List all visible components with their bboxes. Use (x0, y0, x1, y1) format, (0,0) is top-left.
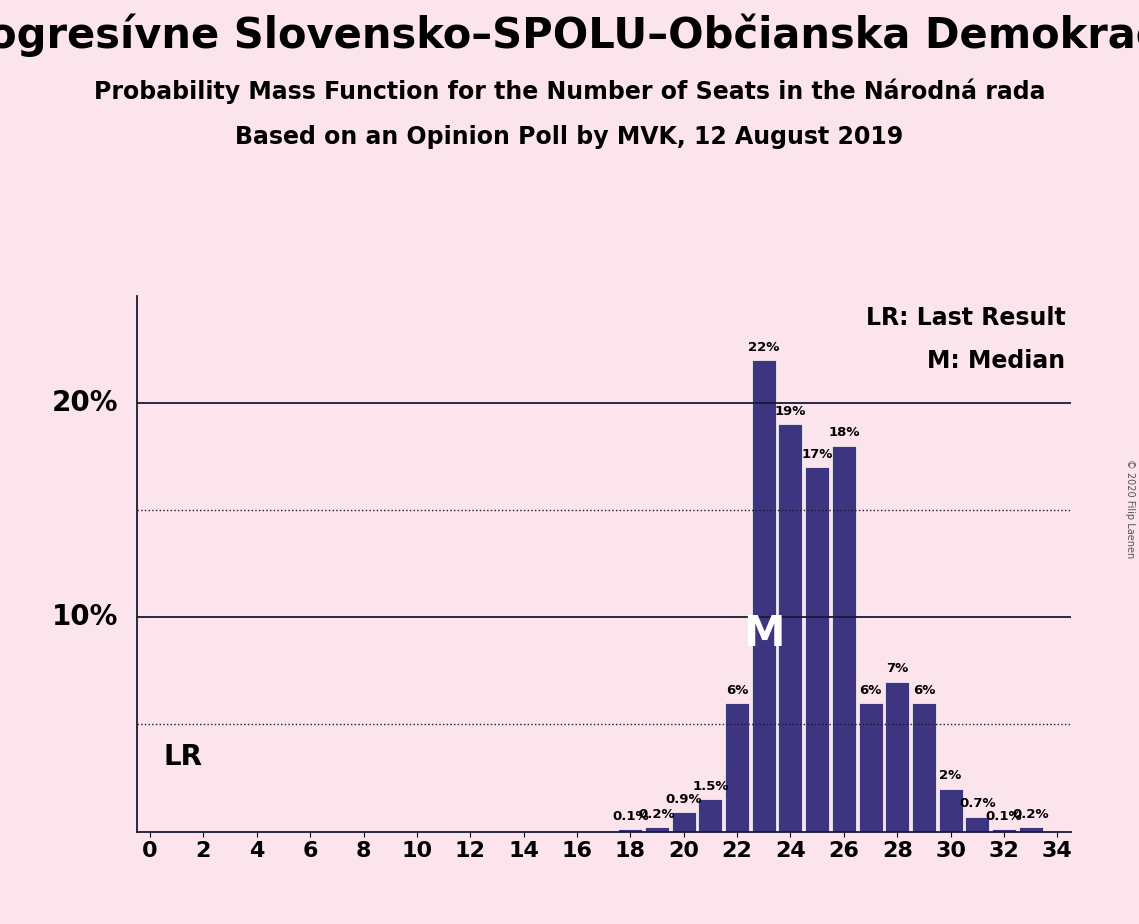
Text: Probability Mass Function for the Number of Seats in the Národná rada: Probability Mass Function for the Number… (93, 79, 1046, 104)
Bar (885, 682, 909, 832)
Text: 7%: 7% (886, 663, 908, 675)
Bar (752, 360, 776, 832)
Text: 20%: 20% (51, 389, 118, 417)
Text: 0.2%: 0.2% (639, 808, 675, 821)
Text: 19%: 19% (775, 405, 806, 418)
Bar (726, 703, 749, 832)
Bar (645, 827, 669, 832)
Bar (618, 830, 642, 832)
Text: 0.1%: 0.1% (985, 810, 1023, 823)
Bar (992, 830, 1016, 832)
Bar (1018, 827, 1042, 832)
Text: 0.9%: 0.9% (665, 793, 702, 806)
Bar (698, 799, 722, 832)
Bar (831, 445, 855, 832)
Text: M: Median: M: Median (927, 349, 1065, 373)
Text: 1.5%: 1.5% (693, 780, 729, 793)
Text: 0.2%: 0.2% (1013, 808, 1049, 821)
Text: © 2020 Filip Laenen: © 2020 Filip Laenen (1125, 458, 1134, 558)
Text: LR: Last Result: LR: Last Result (866, 307, 1065, 331)
Text: 18%: 18% (828, 426, 860, 439)
Bar (939, 789, 962, 832)
Bar (778, 424, 803, 832)
Bar (805, 468, 829, 832)
Text: 22%: 22% (748, 341, 779, 354)
Bar (912, 703, 936, 832)
Text: 10%: 10% (51, 603, 118, 631)
Bar (672, 812, 696, 832)
Text: 0.7%: 0.7% (959, 797, 995, 810)
Text: 6%: 6% (912, 684, 935, 697)
Bar (859, 703, 883, 832)
Text: Progresívne Slovensko–SPOLU–Občianska Demokracia: Progresívne Slovensko–SPOLU–Občianska De… (0, 14, 1139, 57)
Text: 6%: 6% (859, 684, 882, 697)
Text: 0.1%: 0.1% (612, 810, 649, 823)
Text: 17%: 17% (802, 448, 833, 461)
Text: 2%: 2% (940, 770, 961, 783)
Text: Based on an Opinion Poll by MVK, 12 August 2019: Based on an Opinion Poll by MVK, 12 Augu… (236, 125, 903, 149)
Text: M: M (743, 613, 785, 654)
Text: LR: LR (163, 743, 203, 771)
Text: 6%: 6% (726, 684, 748, 697)
Bar (965, 817, 990, 832)
